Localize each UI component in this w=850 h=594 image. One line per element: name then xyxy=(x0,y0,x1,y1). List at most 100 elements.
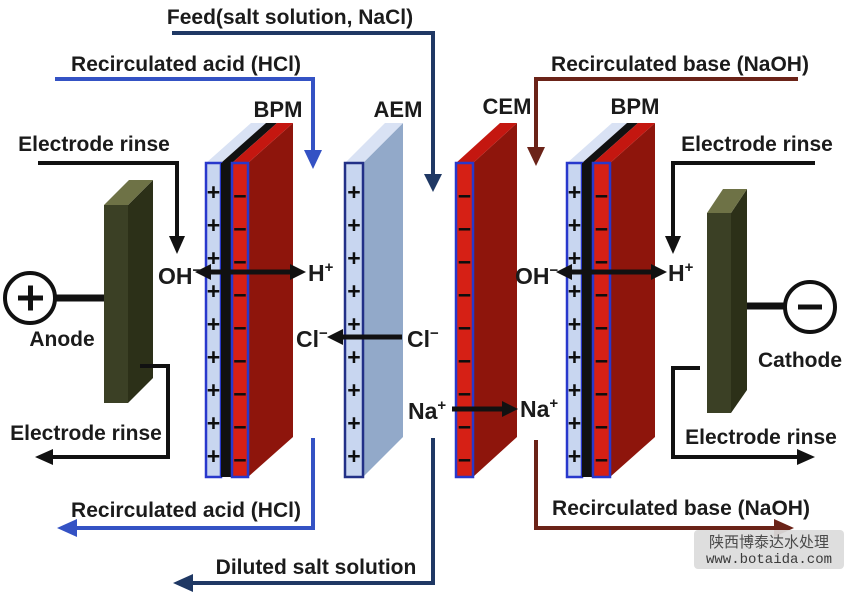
charge-symbol-bpm-left: − xyxy=(233,249,246,275)
cl-minus-left: Cl− xyxy=(296,325,328,352)
bpm-right-cation-layer xyxy=(591,161,612,479)
aem-top-face xyxy=(345,123,403,163)
bpm-left-cation-layer xyxy=(230,161,250,479)
base-in-arrowhead-icon xyxy=(527,147,545,166)
rinse-in-right-label: Electrode rinse xyxy=(681,133,833,156)
cem-front-face xyxy=(454,161,475,479)
charge-symbol-bpm-left: − xyxy=(233,348,246,374)
charge-symbol-cem: − xyxy=(458,315,471,341)
aem-label: AEM xyxy=(374,97,423,122)
base-out-label: Recirculated base (NaOH) xyxy=(552,497,810,520)
acid-out-arrowhead-icon xyxy=(57,519,77,537)
cem-top-face xyxy=(456,123,517,163)
cathode-plate-front xyxy=(707,213,731,413)
ion-bpm-left-split: OH− H+ xyxy=(158,259,334,289)
rinse-in-right-arrowhead-icon xyxy=(665,236,681,254)
ion-cem-sodium: Na+ Na+ xyxy=(408,395,558,424)
cathode-assembly: Cathode xyxy=(707,189,842,413)
charge-symbol-cem: − xyxy=(458,183,471,209)
charge-symbol-bpm-right: + xyxy=(568,344,581,370)
charge-symbol-bpm-right: + xyxy=(568,212,581,238)
charge-symbol-bpm-left: − xyxy=(233,216,246,242)
charge-symbol-bpm-left: + xyxy=(207,278,220,304)
charge-symbol-cem: − xyxy=(458,348,471,374)
charge-symbol-cem: − xyxy=(458,282,471,308)
bpm-left-label: BPM xyxy=(254,97,303,122)
rinse-out-right-label: Electrode rinse xyxy=(685,426,837,449)
anode-assembly: Anode xyxy=(3,180,153,403)
charge-symbol-aem: + xyxy=(347,278,360,304)
charge-symbol-bpm-left: − xyxy=(233,414,246,440)
oh-left-arrowhead-icon xyxy=(195,264,211,280)
charge-symbol-bpm-left: + xyxy=(207,377,220,403)
bpm-left-top-red xyxy=(232,123,293,163)
aem-side-face xyxy=(363,123,403,477)
bpm-left-top-lightblue xyxy=(206,123,266,163)
acid-out-label: Recirculated acid (HCl) xyxy=(71,499,301,522)
h-plus-left: H+ xyxy=(308,259,334,286)
bpm-right-top-red xyxy=(593,123,655,163)
watermark-box xyxy=(694,530,844,569)
bpm-left-side-face xyxy=(248,123,293,477)
charge-symbol-bpm-left: + xyxy=(207,179,220,205)
charge-symbol-aem: + xyxy=(347,212,360,238)
rinse-out-right-arrowhead-icon xyxy=(797,449,815,465)
oh-minus-left: OH− xyxy=(158,262,202,289)
charge-symbol-bpm-right: − xyxy=(595,282,608,308)
charge-symbol-cem: − xyxy=(458,216,471,242)
h-right-arrowhead-icon xyxy=(651,264,667,280)
charge-symbol-bpm-right: − xyxy=(595,216,608,242)
charge-symbol-bpm-left: + xyxy=(207,410,220,436)
flow-diluted-out: Diluted salt solution xyxy=(173,438,435,592)
aem-front-face xyxy=(343,161,365,479)
rinse-in-left-label: Electrode rinse xyxy=(18,133,170,156)
charge-symbol-cem: − xyxy=(458,381,471,407)
charge-symbol-bpm-right: + xyxy=(568,311,581,337)
charge-symbol-bpm-right: + xyxy=(568,410,581,436)
cl-minus-right: Cl− xyxy=(407,325,439,352)
cl-arrowhead-icon xyxy=(327,329,343,345)
rinse-in-left-arrowhead-icon xyxy=(169,236,185,254)
charge-symbol-aem: + xyxy=(347,443,360,469)
charge-symbol-bpm-right: − xyxy=(595,348,608,374)
flow-rinse-out-right: Electrode rinse xyxy=(671,366,837,465)
oh-minus-right: OH− xyxy=(515,262,559,289)
cathode-plate-side xyxy=(731,189,747,413)
feed-label: Feed(salt solution, NaCl) xyxy=(167,6,413,29)
watermark-line1: 陕西博泰达水处理 xyxy=(709,534,829,551)
charge-symbol-bpm-right: + xyxy=(568,443,581,469)
cathode-plate-top xyxy=(707,189,747,213)
bpm-left-junction-layer xyxy=(221,163,232,477)
h-left-arrowhead-icon xyxy=(290,264,306,280)
plus-symbol-icon xyxy=(18,285,43,311)
cathode-label: Cathode xyxy=(758,349,842,372)
charge-symbol-aem: + xyxy=(347,311,360,337)
diluted-out-arrowhead-icon xyxy=(173,574,193,592)
charge-symbol-bpm-right: + xyxy=(568,278,581,304)
flow-rinse-in-left: Electrode rinse xyxy=(18,133,185,254)
membrane-charge-symbols: +++++++++−−−−−−−−−+++++++++−−−−−−−−−++++… xyxy=(207,179,608,473)
charge-symbol-aem: + xyxy=(347,344,360,370)
h-plus-right: H+ xyxy=(668,259,694,286)
bpm-right-top-black xyxy=(582,123,638,163)
anode-plate-top xyxy=(104,180,153,205)
anode-label: Anode xyxy=(29,328,94,351)
ion-bpm-right-split: OH− H+ xyxy=(515,259,694,289)
bpm-right-label: BPM xyxy=(611,94,660,119)
na-arrowhead-icon xyxy=(502,401,518,417)
rinse-out-left-arrowhead-icon xyxy=(35,449,53,465)
charge-symbol-bpm-left: − xyxy=(233,447,246,473)
cem-label: CEM xyxy=(483,94,532,119)
bpm-right-side-face xyxy=(610,123,655,477)
membrane-bpm-left: BPM xyxy=(204,97,303,479)
charge-symbol-bpm-right: − xyxy=(595,414,608,440)
charge-symbol-bpm-left: − xyxy=(233,381,246,407)
flow-rinse-out-left: Electrode rinse xyxy=(10,364,170,465)
feed-arrowhead-icon xyxy=(424,174,442,192)
charge-symbol-bpm-right: + xyxy=(568,377,581,403)
charge-symbol-cem: − xyxy=(458,447,471,473)
charge-symbol-bpm-right: + xyxy=(568,179,581,205)
ion-aem-chloride: Cl− Cl− xyxy=(296,325,439,352)
